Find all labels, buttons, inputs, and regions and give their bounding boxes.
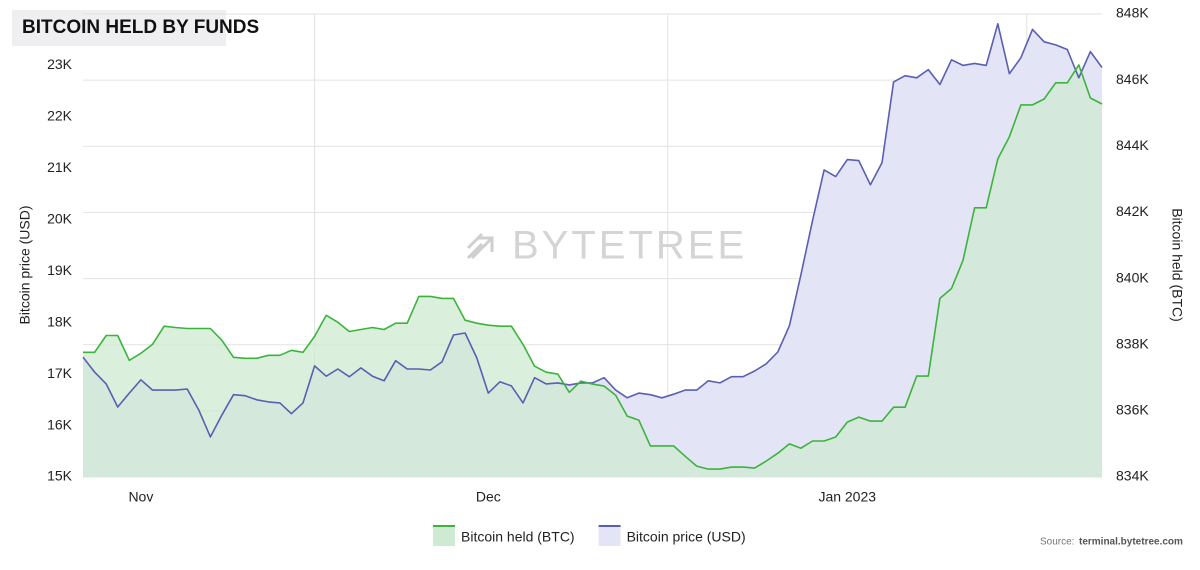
y-tick-label: 22K xyxy=(47,108,73,124)
y-tick-label: 23K xyxy=(47,56,73,72)
watermark: BYTETREE xyxy=(466,224,747,268)
series-area xyxy=(83,64,1102,478)
series-line xyxy=(83,64,1103,470)
x-tick-label: Dec xyxy=(476,489,501,505)
y2-tick-label: 834K xyxy=(1116,468,1149,484)
y-tick-label: 21K xyxy=(47,159,73,175)
y2-tick-label: 838K xyxy=(1116,335,1149,351)
source-label: Source: xyxy=(1040,537,1074,548)
legend-swatch xyxy=(433,526,455,546)
x-tick-label: Nov xyxy=(128,489,153,505)
title-box xyxy=(12,10,226,46)
chart-title: BITCOIN HELD BY FUNDS xyxy=(22,17,259,38)
y-tick-label: 19K xyxy=(47,262,73,278)
watermark-icon xyxy=(466,232,494,260)
y2-tick-label: 848K xyxy=(1116,5,1149,21)
legend-item: Bitcoin price (USD) xyxy=(598,525,746,546)
series-area xyxy=(83,23,1102,478)
y-axis-label: Bitcoin price (USD) xyxy=(17,205,33,324)
legend-label: Bitcoin held (BTC) xyxy=(461,529,575,545)
y2-tick-label: 840K xyxy=(1116,269,1149,285)
y-tick-label: 18K xyxy=(47,313,73,329)
watermark-text: BYTETREE xyxy=(512,224,747,268)
y-tick-label: 20K xyxy=(47,210,73,226)
y-tick-label: 17K xyxy=(47,365,73,381)
source-link: terminal.bytetree.com xyxy=(1079,537,1183,548)
y-tick-label: 15K xyxy=(47,468,73,484)
x-tick-label: Jan 2023 xyxy=(818,489,876,505)
legend-label: Bitcoin price (USD) xyxy=(627,529,746,545)
legend-swatch xyxy=(598,526,621,546)
y2-tick-label: 836K xyxy=(1116,402,1149,418)
y-tick-label: 16K xyxy=(47,416,73,432)
y2-tick-label: 844K xyxy=(1116,137,1149,153)
y2-tick-label: 846K xyxy=(1116,71,1149,87)
y2-tick-label: 842K xyxy=(1116,203,1149,219)
legend-item: Bitcoin held (BTC) xyxy=(433,525,575,546)
y2-axis-label: Bitcoin held (BTC) xyxy=(1169,208,1185,322)
series-line xyxy=(82,23,1103,438)
